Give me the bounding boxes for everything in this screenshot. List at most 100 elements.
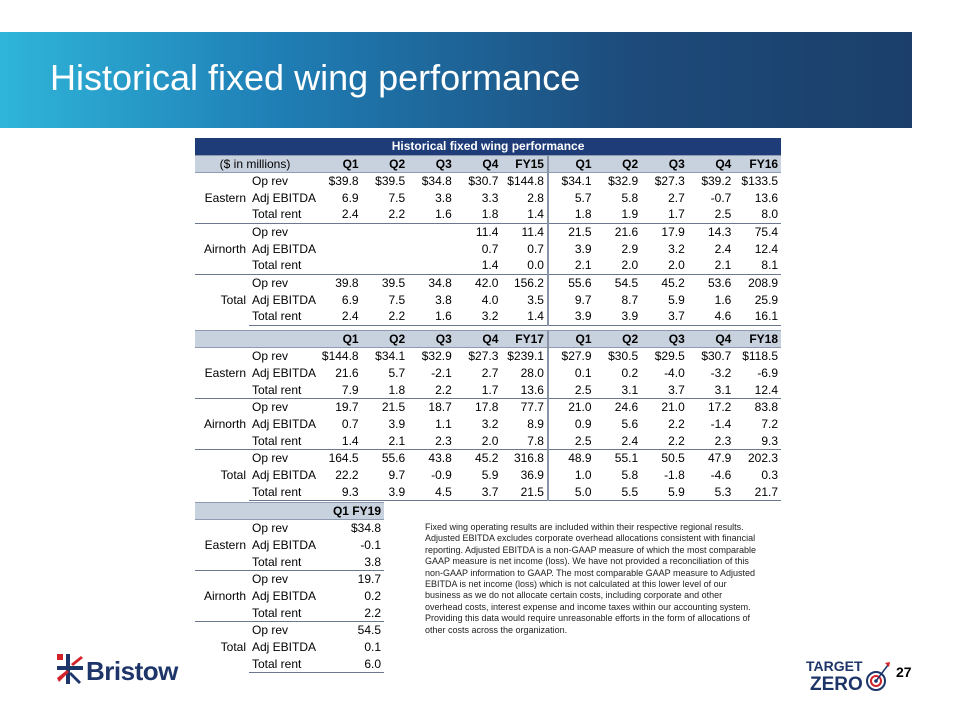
metric-label: Op rev bbox=[249, 273, 315, 291]
region-label: Total bbox=[195, 273, 249, 325]
value-cell: 208.9 bbox=[734, 273, 782, 291]
table-row: Eastern Op rev $39.8 $39.5 $34.8 $30.7 $144.8 $… bbox=[195, 171, 782, 223]
value-cell: 8.0 bbox=[734, 206, 782, 224]
value-cell: 7.9 bbox=[315, 381, 362, 399]
value-cell: 13.6 bbox=[501, 381, 549, 399]
value-cell: 9.7 bbox=[546, 291, 595, 308]
column-header: FY16 bbox=[734, 154, 782, 173]
value-cell: 54.5 bbox=[594, 273, 642, 291]
value-cell bbox=[361, 257, 409, 275]
value-cell: -2.1 bbox=[431, 366, 452, 380]
column-header: Q3 bbox=[408, 154, 455, 173]
value-cell: 7.2 bbox=[761, 417, 778, 431]
value-cell: 4.5 bbox=[408, 483, 455, 501]
table-caption-row: Historical fixed wing performance bbox=[195, 138, 782, 155]
value-cell: 12.4 bbox=[734, 381, 781, 399]
value-cell: 75.4 bbox=[734, 222, 782, 240]
value-cell: 3.5 bbox=[501, 291, 549, 308]
table-row: Total rent 7.9 1.8 2.2 1.7 13.6 2.5 3.1 3.7 3.1 12… bbox=[195, 381, 781, 399]
region-label: Total bbox=[195, 449, 249, 501]
metric-label: Total rent bbox=[249, 604, 325, 622]
metric-label: Adj EBITDA bbox=[252, 190, 317, 205]
value-cell: 0.0 bbox=[501, 257, 549, 275]
value-cell: 48.9 bbox=[546, 449, 595, 467]
value-cell: 8.9 bbox=[501, 415, 549, 433]
value-cell: $27.3 bbox=[641, 171, 688, 189]
value-cell: 17.8 bbox=[454, 398, 502, 416]
value-cell: 1.4 bbox=[454, 257, 502, 275]
metric-label: Adj EBITDA bbox=[252, 417, 317, 431]
value-cell: 83.8 bbox=[734, 398, 781, 416]
value-cell: 7.5 bbox=[388, 292, 406, 307]
value-cell: 316.8 bbox=[501, 449, 549, 467]
value-cell: 36.9 bbox=[501, 466, 549, 484]
table-row: Adj EBITDA 0.2 bbox=[195, 588, 384, 605]
value-cell bbox=[315, 257, 362, 275]
metric-label: Total rent bbox=[249, 206, 315, 224]
value-cell: 45.2 bbox=[641, 273, 688, 291]
value-cell: 7.5 bbox=[388, 190, 406, 205]
value-cell: 5.3 bbox=[687, 483, 735, 501]
value-cell: 21.0 bbox=[546, 398, 595, 416]
value-cell: 0.9 bbox=[546, 415, 595, 433]
value-cell: 5.5 bbox=[594, 483, 642, 501]
value-cell: 1.9 bbox=[594, 206, 642, 224]
table-caption: Historical fixed wing performance bbox=[195, 138, 782, 155]
value-cell: $34.1 bbox=[546, 171, 595, 189]
column-header: Q1 FY19 bbox=[325, 502, 384, 520]
target-zero-line2: ZERO bbox=[810, 674, 863, 693]
value-cell: 4.0 bbox=[481, 292, 499, 307]
value-cell: 5.6 bbox=[621, 417, 639, 431]
value-cell: 21.6 bbox=[335, 366, 359, 380]
column-header: FY15 bbox=[501, 154, 548, 173]
value-cell: -6.9 bbox=[757, 366, 778, 380]
column-header: FY17 bbox=[501, 330, 548, 348]
performance-table-fy15-fy16: Historical fixed wing performance ($ in m… bbox=[195, 138, 782, 326]
value-cell: -3.2 bbox=[710, 366, 732, 380]
metric-label: Op rev bbox=[249, 171, 315, 189]
value-cell: 3.8 bbox=[435, 190, 452, 205]
table-row: Adj EBITDA -0.1 bbox=[195, 537, 384, 554]
value-cell: -1.4 bbox=[710, 417, 732, 431]
value-cell: 1.0 bbox=[546, 466, 595, 484]
value-cell: 2.0 bbox=[641, 257, 688, 275]
title-banner bbox=[0, 32, 912, 128]
value-cell: 2.8 bbox=[501, 189, 549, 206]
value-cell: 0.1 bbox=[364, 640, 381, 654]
value-cell: 2.2 bbox=[668, 417, 685, 431]
value-cell: $144.8 bbox=[501, 171, 549, 189]
table-row: Eastern Op rev $144.8 $34.1 $32.9 $27.3 $239.1… bbox=[195, 347, 781, 399]
value-cell: 1.4 bbox=[501, 308, 549, 326]
table-row: Airnorth Op rev 11.4 11.4 21.5 21.6 17.9 14.3 75… bbox=[195, 222, 782, 274]
value-cell: 2.9 bbox=[621, 241, 639, 256]
value-cell: 55.6 bbox=[361, 449, 409, 467]
slide-title: Historical fixed wing performance bbox=[50, 57, 581, 98]
value-cell: 1.4 bbox=[501, 206, 549, 224]
value-cell bbox=[315, 240, 362, 257]
value-cell: 3.1 bbox=[687, 381, 735, 399]
value-cell: 13.6 bbox=[754, 190, 779, 205]
table-row: Adj EBITDA 6.9 7.5 3.8 4.0 3.5 9.7 8.7 5.9 1.6 25.… bbox=[195, 291, 781, 308]
value-cell: 21.0 bbox=[641, 398, 688, 416]
value-cell: 3.1 bbox=[594, 381, 642, 399]
value-cell: 2.5 bbox=[546, 381, 595, 399]
value-cell: 55.6 bbox=[546, 273, 595, 291]
value-cell: 19.7 bbox=[315, 398, 362, 416]
value-cell: $34.8 bbox=[408, 171, 455, 189]
metric-label: Adj EBITDA bbox=[252, 241, 317, 256]
value-cell: 0.1 bbox=[546, 364, 595, 382]
value-cell: $32.9 bbox=[594, 171, 642, 189]
table-row: Adj EBITDA 6.9 7.5 3.8 3.3 2.8 5.7 5.8 2.7 -0.7 13… bbox=[195, 189, 781, 206]
value-cell: 5.8 bbox=[621, 190, 639, 205]
value-cell: 3.9 bbox=[546, 308, 595, 326]
table-row: Total rent 6.0 bbox=[195, 655, 384, 673]
value-cell: 16.1 bbox=[734, 308, 782, 326]
value-cell: 2.4 bbox=[315, 206, 362, 224]
value-cell: -0.7 bbox=[710, 190, 732, 205]
value-cell: 2.3 bbox=[687, 432, 735, 450]
value-cell: 21.5 bbox=[361, 398, 409, 416]
metric-label: Total rent bbox=[249, 432, 315, 450]
metric-label: Adj EBITDA bbox=[252, 538, 317, 552]
value-cell: 77.7 bbox=[501, 398, 549, 416]
metric-label: Total rent bbox=[249, 483, 315, 501]
